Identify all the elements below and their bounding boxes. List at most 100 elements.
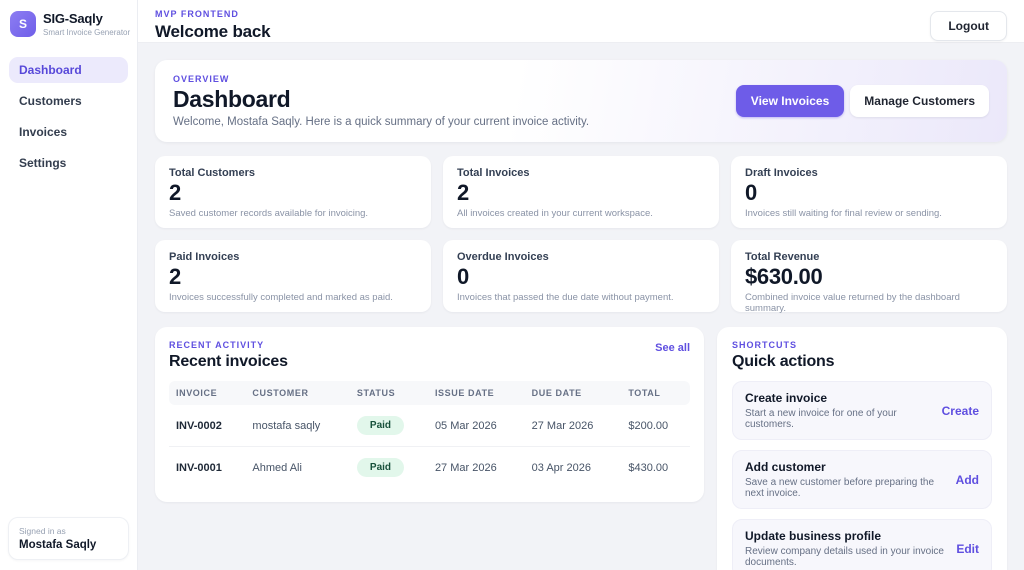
stat-label: Total Customers: [169, 167, 255, 179]
view-invoices-button[interactable]: View Invoices: [735, 85, 845, 117]
customer-name: mostafa saqly: [245, 405, 350, 447]
stat-description: Invoices successfully completed and mark…: [169, 292, 393, 303]
table-header-row: Invoice Customer Status Issue date Due d…: [169, 381, 690, 405]
logout-button[interactable]: Logout: [930, 11, 1007, 41]
stat-description: Combined invoice value returned by the d…: [745, 292, 960, 314]
stat-label: Total Invoices: [457, 167, 530, 179]
action-text: Create invoice Start a new invoice for o…: [745, 391, 934, 430]
column-header-customer: Customer: [245, 381, 350, 405]
invoice-number: INV-0002: [169, 405, 246, 447]
stat-value: 0: [457, 264, 469, 289]
stat-label: Overdue Invoices: [457, 251, 549, 263]
sidebar-item-settings[interactable]: Settings: [19, 156, 67, 170]
hero-subtitle: Welcome, Mostafa Saqly. Here is a quick …: [173, 116, 590, 128]
stat-label: Paid Invoices: [169, 251, 240, 263]
stat-description: Saved customer records available for inv…: [169, 208, 369, 219]
stat-card-total-customers: Total Customers 2 Saved customer records…: [155, 156, 431, 228]
action-text: Update business profile Review company d…: [745, 529, 948, 568]
manage-customers-button[interactable]: Manage Customers: [850, 85, 989, 117]
table-row: INV-0001 Ahmed Ali Paid 27 Mar 2026 03 A…: [169, 447, 690, 489]
stat-label: Draft Invoices: [745, 167, 818, 179]
stat-card-draft-invoices: Draft Invoices 0 Invoices still waiting …: [731, 156, 1007, 228]
status-badge: Paid: [356, 458, 405, 477]
due-date: 27 Mar 2026: [524, 405, 622, 447]
action-title: Add customer: [745, 460, 826, 474]
see-all-link[interactable]: See all: [655, 342, 690, 354]
status-cell: Paid: [349, 405, 428, 447]
stat-card-paid-invoices: Paid Invoices 2 Invoices successfully co…: [155, 240, 431, 312]
add-customer-link[interactable]: Add: [955, 472, 979, 487]
brand-text: SIG-Saqly Smart Invoice Generator: [43, 11, 130, 37]
status-badge: Paid: [356, 416, 405, 435]
sidebar: S SIG-Saqly Smart Invoice Generator Dash…: [0, 0, 138, 570]
signed-in-label: Signed in as: [19, 526, 66, 536]
stat-card-total-invoices: Total Invoices 2 All invoices created in…: [443, 156, 719, 228]
brand-name: SIG-Saqly: [43, 11, 103, 26]
stat-value: 0: [745, 180, 757, 205]
brand: S SIG-Saqly Smart Invoice Generator: [10, 11, 130, 37]
stat-value: 2: [169, 264, 181, 289]
top-bar-titles: MVP FRONTEND Welcome back: [155, 9, 271, 42]
quick-actions-card: SHORTCUTS Quick actions Create invoice S…: [717, 327, 1007, 570]
quick-actions-title: Quick actions: [732, 353, 835, 370]
recent-invoices-header: RECENT ACTIVITY Recent invoices See all: [169, 340, 690, 371]
column-header-issue-date: Issue date: [427, 381, 525, 405]
invoice-total: $200.00: [621, 405, 690, 447]
stat-card-total-revenue: Total Revenue $630.00 Combined invoice v…: [731, 240, 1007, 314]
action-text: Add customer Save a new customer before …: [745, 460, 948, 499]
shortcuts-eyebrow: SHORTCUTS: [732, 340, 797, 350]
hero-card: OVERVIEW Dashboard Welcome, Mostafa Saql…: [155, 60, 1007, 142]
signed-in-card: Signed in as Mostafa Saqly: [8, 517, 129, 560]
bottom-section: RECENT ACTIVITY Recent invoices See all …: [155, 327, 1007, 570]
recent-invoices-table: Invoice Customer Status Issue date Due d…: [169, 381, 690, 488]
status-cell: Paid: [350, 447, 428, 489]
stat-card-overdue-invoices: Overdue Invoices 0 Invoices that passed …: [443, 240, 719, 312]
hero-eyebrow: OVERVIEW: [173, 74, 230, 84]
action-update-business-profile: Update business profile Review company d…: [732, 519, 992, 570]
recent-activity-eyebrow: RECENT ACTIVITY: [169, 340, 265, 350]
top-bar-eyebrow: MVP FRONTEND: [155, 9, 239, 19]
customer-name: Ahmed Ali: [252, 461, 302, 474]
recent-invoices-titles: RECENT ACTIVITY Recent invoices: [169, 340, 288, 371]
issue-date: 27 Mar 2026: [434, 461, 497, 474]
invoice-number: INV-0001: [176, 461, 222, 474]
stats-grid: Total Customers 2 Saved customer records…: [155, 156, 1007, 314]
content: OVERVIEW Dashboard Welcome, Mostafa Saql…: [138, 43, 1024, 570]
action-create-invoice: Create invoice Start a new invoice for o…: [732, 381, 992, 440]
column-header-due-date: Due date: [524, 381, 622, 405]
stat-description: Invoices that passed the due date withou…: [457, 292, 674, 303]
top-bar: MVP FRONTEND Welcome back Logout: [138, 0, 1024, 43]
hero-text: OVERVIEW Dashboard Welcome, Mostafa Saql…: [173, 74, 589, 128]
column-header-total: Total: [621, 381, 690, 405]
column-header-invoice: Invoice: [169, 381, 246, 405]
page-title: Welcome back: [155, 22, 271, 41]
sidebar-item-invoices[interactable]: Invoices: [19, 125, 68, 139]
stat-description: Invoices still waiting for final review …: [745, 208, 942, 219]
recent-invoices-title: Recent invoices: [169, 353, 288, 370]
signed-in-user-name: Mostafa Saqly: [19, 539, 97, 551]
due-date: 03 Apr 2026: [531, 461, 591, 474]
action-description: Review company details used in your invo…: [745, 546, 944, 568]
stat-label: Total Revenue: [745, 251, 820, 263]
table-row: INV-0002 mostafa saqly Paid 05 Mar 2026 …: [169, 405, 690, 447]
stat-value: 2: [457, 180, 469, 205]
main-area: MVP FRONTEND Welcome back Logout OVERVIE…: [138, 0, 1024, 570]
action-title: Update business profile: [745, 529, 882, 543]
action-description: Save a new customer before preparing the…: [745, 477, 934, 499]
stat-value: 2: [169, 180, 181, 205]
sidebar-nav: Dashboard Customers Invoices Settings: [9, 57, 128, 176]
stat-description: All invoices created in your current wor…: [457, 208, 653, 219]
column-header-status: Status: [349, 381, 428, 405]
brand-logo-icon: S: [10, 11, 36, 37]
stat-value: $630.00: [745, 264, 823, 289]
sidebar-item-customers[interactable]: Customers: [19, 94, 82, 108]
create-invoice-link[interactable]: Create: [941, 403, 979, 418]
brand-tagline: Smart Invoice Generator: [43, 28, 131, 37]
edit-business-profile-link[interactable]: Edit: [956, 541, 979, 556]
sidebar-item-dashboard[interactable]: Dashboard: [9, 57, 128, 83]
hero-actions: View Invoices Manage Customers: [735, 85, 989, 117]
action-description: Start a new invoice for one of your cust…: [745, 408, 897, 430]
action-add-customer: Add customer Save a new customer before …: [732, 450, 992, 509]
invoice-total: $430.00: [628, 461, 669, 474]
